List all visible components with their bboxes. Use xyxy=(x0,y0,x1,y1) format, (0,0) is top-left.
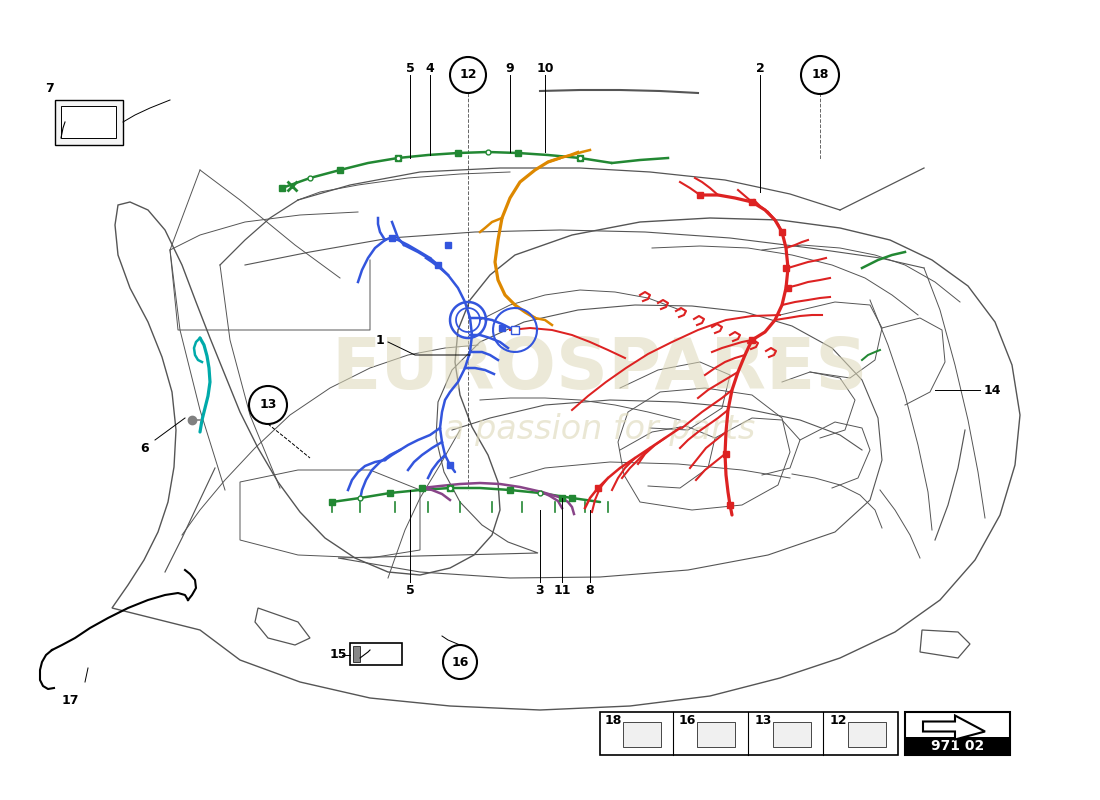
Bar xyxy=(623,722,661,747)
Text: 2: 2 xyxy=(756,62,764,74)
Text: a passion for parts: a passion for parts xyxy=(444,414,756,446)
Bar xyxy=(848,722,886,747)
Text: 5: 5 xyxy=(406,583,415,597)
Bar xyxy=(905,712,1010,755)
Circle shape xyxy=(249,386,287,424)
Text: EUROSPARES: EUROSPARES xyxy=(332,335,868,405)
Text: 10: 10 xyxy=(537,62,553,74)
Circle shape xyxy=(801,56,839,94)
Text: 13: 13 xyxy=(755,714,772,726)
Polygon shape xyxy=(923,715,984,739)
Text: 7: 7 xyxy=(45,82,54,94)
Polygon shape xyxy=(920,630,970,658)
Bar xyxy=(697,722,735,747)
Bar xyxy=(350,643,402,665)
Text: 8: 8 xyxy=(585,583,594,597)
Bar xyxy=(773,722,811,747)
Bar xyxy=(600,712,898,755)
Circle shape xyxy=(443,645,477,679)
Text: 12: 12 xyxy=(829,714,847,726)
Text: 16: 16 xyxy=(451,655,469,669)
Text: 9: 9 xyxy=(506,62,515,74)
Polygon shape xyxy=(255,608,310,645)
Text: 4: 4 xyxy=(426,62,434,74)
Text: 971 02: 971 02 xyxy=(931,739,985,753)
Text: 18: 18 xyxy=(812,69,828,82)
Text: 11: 11 xyxy=(553,583,571,597)
Bar xyxy=(60,106,116,138)
Text: 16: 16 xyxy=(679,714,695,726)
Text: 17: 17 xyxy=(62,694,79,706)
Text: 5: 5 xyxy=(406,62,415,74)
Polygon shape xyxy=(112,202,1020,710)
Bar xyxy=(905,737,1010,755)
Text: 18: 18 xyxy=(604,714,622,726)
Text: 1: 1 xyxy=(375,334,384,346)
Text: 3: 3 xyxy=(536,583,544,597)
Text: 14: 14 xyxy=(983,383,1001,397)
Bar xyxy=(55,100,123,145)
Bar xyxy=(353,646,360,662)
Text: 15: 15 xyxy=(329,649,346,662)
Text: 12: 12 xyxy=(460,69,476,82)
Text: 13: 13 xyxy=(260,398,277,411)
Circle shape xyxy=(450,57,486,93)
Text: 6: 6 xyxy=(141,442,150,454)
